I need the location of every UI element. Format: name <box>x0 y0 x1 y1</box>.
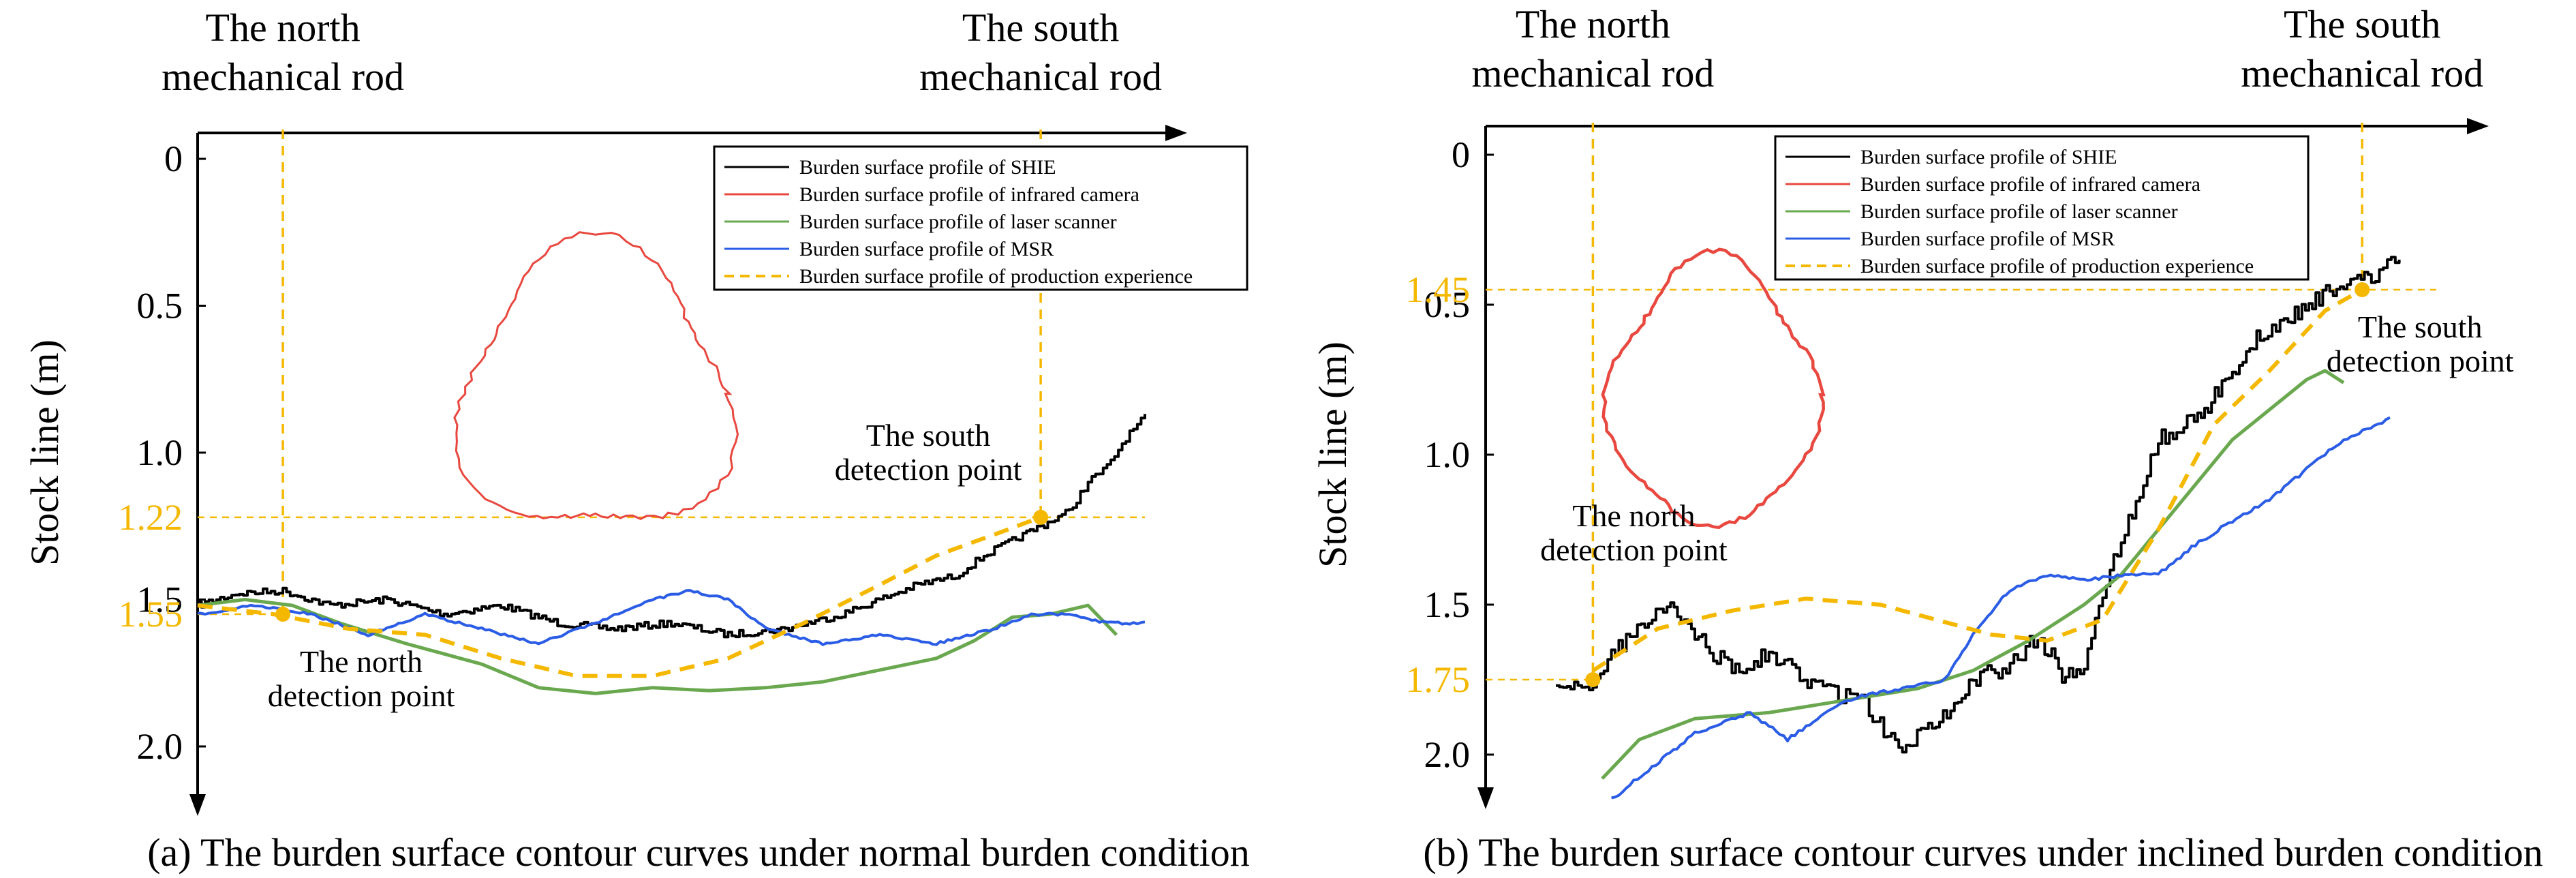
y-tick-label: 2.0 <box>137 726 183 767</box>
legend-label-shie: Burden surface profile of SHIE <box>799 156 1056 179</box>
x-axis-arrow <box>2467 118 2489 134</box>
south-value-label: 1.45 <box>1406 269 1471 310</box>
x-axis-arrow <box>1165 125 1187 141</box>
infrared-camera-profile <box>455 232 738 519</box>
south-rod-label-line2: mechanical rod <box>919 55 1162 99</box>
legend-label-shie: Burden surface profile of SHIE <box>1860 146 2117 168</box>
y-tick-label: 0 <box>1452 134 1470 175</box>
infrared-camera-profile <box>1603 249 1824 528</box>
north-detection-point-marker <box>275 607 290 622</box>
legend-label-experience: Burden surface profile of production exp… <box>1860 255 2254 277</box>
north-detection-label-line2: detection point <box>1540 532 1728 567</box>
y-tick-label: 0 <box>164 138 183 179</box>
south-detection-point-marker <box>1033 510 1048 525</box>
north-detection-label-line1: The north <box>1572 498 1695 533</box>
figure-caption: (b) The burden surface contour curves un… <box>1423 830 2543 875</box>
south-detection-label-line2: detection point <box>835 452 1022 487</box>
legend-label-laser: Burden surface profile of laser scanner <box>1860 200 2178 223</box>
north-value-label: 1.55 <box>119 594 183 635</box>
north-rod-label-line1: The north <box>1516 2 1670 46</box>
laser-series-line <box>1602 371 2344 778</box>
north-detection-label-line1: The north <box>300 644 423 679</box>
y-tick-label: 1.0 <box>137 432 183 473</box>
north-value-label: 1.75 <box>1406 659 1471 700</box>
figure-caption: (a) The burden surface contour curves un… <box>147 830 1250 875</box>
y-axis-label: Stock line (m) <box>22 339 67 566</box>
legend-label-msr: Burden surface profile of MSR <box>1860 228 2115 250</box>
legend-label-laser: Burden surface profile of laser scanner <box>799 211 1117 233</box>
y-axis-label: Stock line (m) <box>1310 342 1355 568</box>
y-tick-label: 2.0 <box>1424 734 1471 775</box>
y-tick-label: 1.5 <box>1424 584 1471 625</box>
y-axis-arrow <box>1477 787 1494 809</box>
legend: Burden surface profile of SHIE Burden sur… <box>1775 136 2308 279</box>
north-rod-label-line2: mechanical rod <box>1471 51 1714 95</box>
north-detection-label-line2: detection point <box>268 678 455 713</box>
south-detection-label-line1: The south <box>2358 309 2483 344</box>
legend-label-experience: Burden surface profile of production exp… <box>799 265 1193 288</box>
south-value-label: 1.22 <box>119 497 183 538</box>
y-tick-label: 0.5 <box>137 286 183 327</box>
msr-series-line <box>198 590 1145 645</box>
msr-series-line <box>1612 418 2390 798</box>
y-axis-arrow <box>189 794 206 816</box>
legend-label-infrared: Burden surface profile of infrared camer… <box>799 183 1139 206</box>
north-rod-label-line1: The north <box>206 5 361 50</box>
legend: Burden surface profile of SHIE Burden sur… <box>714 147 1247 290</box>
south-rod-label-line1: The south <box>962 5 1119 50</box>
shie-series-line <box>198 414 1145 637</box>
south-detection-label-line2: detection point <box>2327 344 2514 378</box>
south-rod-label-line2: mechanical rod <box>2241 51 2483 95</box>
legend-label-msr: Burden surface profile of MSR <box>799 238 1054 260</box>
north-detection-point-marker <box>1585 672 1600 687</box>
legend-label-infrared: Burden surface profile of infrared camer… <box>1860 173 2201 196</box>
y-tick-label: 1.0 <box>1424 434 1471 475</box>
south-rod-label-line1: The south <box>2284 2 2440 46</box>
south-detection-label-line1: The south <box>866 418 991 453</box>
north-rod-label-line2: mechanical rod <box>162 55 404 99</box>
experience-series-line <box>1593 290 2362 671</box>
south-detection-point-marker <box>2355 282 2370 297</box>
